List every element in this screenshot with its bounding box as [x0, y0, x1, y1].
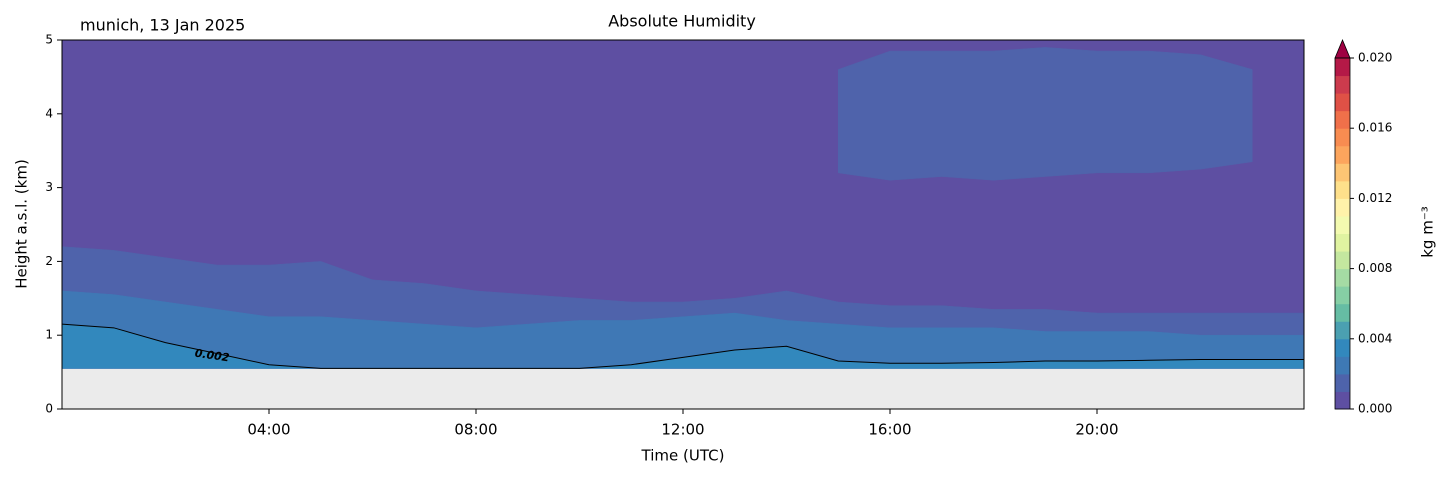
colorbar-frame [1334, 57, 1351, 410]
x-tick-label: 12:00 [661, 421, 704, 439]
colorbar-segment [1335, 163, 1350, 182]
y-tick-label: 1 [45, 328, 53, 342]
contour-line [61, 323, 1304, 369]
colorbar-segment [1335, 93, 1350, 112]
chart-subtitle: munich, 13 Jan 2025 [80, 16, 245, 35]
colorbar-segment [1335, 251, 1350, 270]
colorbar-segment [1335, 75, 1350, 94]
colorbar-segment [1335, 58, 1350, 77]
y-tick-label: 3 [45, 180, 53, 194]
y-tick-label: 2 [45, 254, 53, 268]
x-tick-label: 08:00 [454, 421, 497, 439]
contour-band [838, 47, 1253, 181]
colorbar-segment [1335, 233, 1350, 252]
x-tick-label: 16:00 [868, 421, 911, 439]
colorbar-tick-label: 0.004 [1358, 331, 1392, 345]
y-tick-label: 4 [45, 106, 53, 120]
x-axis-label: Time (UTC) [641, 447, 725, 465]
colorbar-segment [1335, 303, 1350, 322]
colorbar-segment [1335, 268, 1350, 287]
contour-label: 0.002 [194, 347, 231, 365]
colorbar-segment [1335, 391, 1350, 410]
colorbar-segment [1335, 110, 1350, 129]
y-tick-label: 0 [45, 402, 53, 416]
y-axis-label: Height a.s.l. (km) [13, 159, 31, 289]
colorbar-segment [1335, 128, 1350, 147]
colorbar-extend [1334, 38, 1351, 59]
colorbar-tick-label: 0.016 [1358, 121, 1392, 135]
colorbar-segment [1335, 373, 1350, 392]
colorbar-tick-label: 0.012 [1358, 191, 1392, 205]
colorbar-segment [1335, 286, 1350, 305]
colorbar-tick-label: 0.000 [1358, 402, 1392, 416]
colorbar-segment [1335, 321, 1350, 340]
colorbar-segment [1335, 180, 1350, 199]
colorbar-segment [1335, 145, 1350, 164]
colorbar-segment [1335, 338, 1350, 357]
colorbar-label: kg m⁻³ [1419, 206, 1437, 258]
chart-title: Absolute Humidity [608, 12, 756, 31]
y-tick-label: 5 [45, 33, 53, 47]
colorbar-tick-label: 0.020 [1358, 51, 1392, 65]
colorbar-segment [1335, 198, 1350, 217]
colorbar-tick-label: 0.008 [1358, 261, 1392, 275]
colorbar-segment [1335, 356, 1350, 375]
x-tick-label: 04:00 [247, 421, 290, 439]
colorbar-segment [1335, 215, 1350, 234]
x-tick-label: 20:00 [1075, 421, 1118, 439]
